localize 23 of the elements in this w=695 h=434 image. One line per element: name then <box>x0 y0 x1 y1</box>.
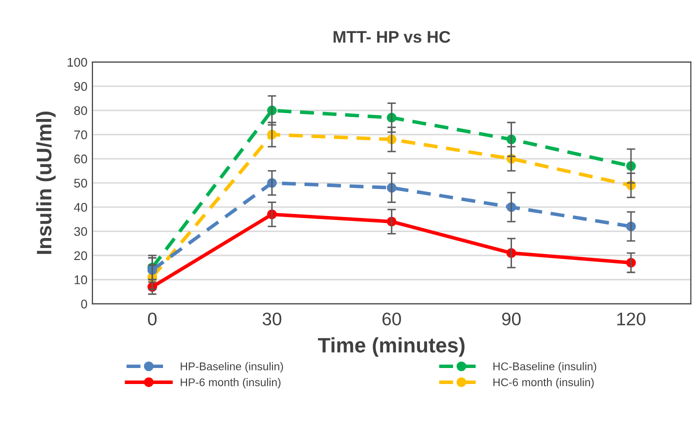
legend-label: HC-6 month (insulin) <box>493 378 594 388</box>
legend-label: HP-6 month (insulin) <box>180 378 280 388</box>
legend-label: HP-Baseline (insulin) <box>180 362 283 372</box>
x-tick-label: 30 <box>262 312 282 326</box>
y-axis-title: Insulin (uU/ml) <box>36 112 56 254</box>
y-tick-label: 50 <box>74 178 88 188</box>
x-tick-label: 60 <box>382 312 401 326</box>
y-tick-label: 10 <box>74 275 88 284</box>
x-tick-label: 90 <box>502 312 521 326</box>
x-tick-label: 0 <box>148 312 157 326</box>
chart-title: MTT- HP vs HC <box>334 30 450 43</box>
x-axis-title: Time (minutes) <box>318 337 464 357</box>
y-tick-label: 80 <box>74 106 88 116</box>
y-tick-label: 0 <box>81 300 88 308</box>
y-tick-label: 40 <box>74 202 88 212</box>
x-tick-label: 120 <box>617 312 646 326</box>
y-tick-label: 30 <box>74 227 88 236</box>
y-tick-label: 70 <box>74 130 88 140</box>
y-tick-label: 90 <box>74 82 88 91</box>
legend-label: HC-Baseline (insulin) <box>493 362 596 372</box>
y-tick-label: 20 <box>74 251 88 260</box>
y-tick-label: 100 <box>68 58 88 67</box>
y-tick-label: 60 <box>74 154 88 164</box>
